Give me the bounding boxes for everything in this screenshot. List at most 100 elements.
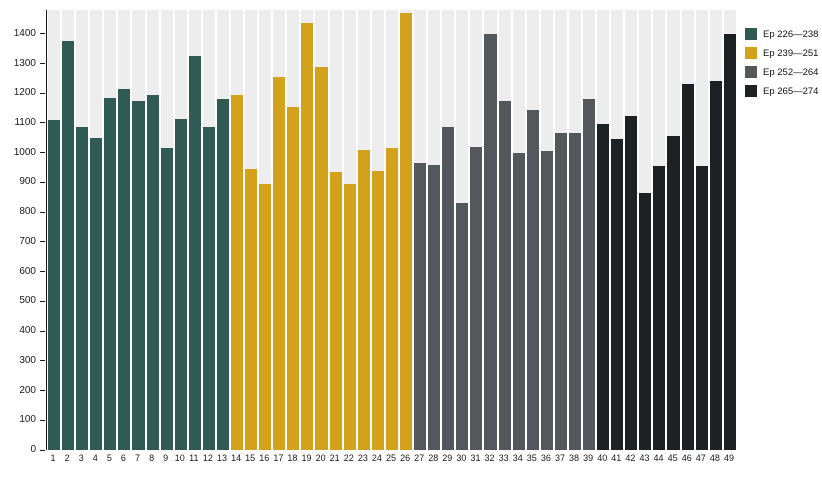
bar-47 (695, 166, 708, 450)
bar-column-2 (62, 10, 75, 450)
bar-33 (498, 100, 511, 450)
bar-column-18 (287, 10, 300, 450)
bar-column-27 (414, 10, 427, 450)
bar-column-35 (526, 10, 539, 450)
bar-column-40 (597, 10, 610, 450)
bar-42 (625, 115, 638, 450)
x-tick-label: 14 (231, 453, 242, 463)
x-tick-label: 45 (667, 453, 678, 463)
bar-4 (90, 137, 103, 450)
y-tick-label: 1300 (13, 57, 36, 69)
bar-column-11 (188, 10, 201, 450)
bar-column-25 (385, 10, 398, 450)
y-tick-mark (40, 449, 45, 451)
bar-column-48 (709, 10, 722, 450)
y-tick-label: 500 (19, 295, 36, 307)
bar-column-7 (132, 10, 145, 450)
bar-3 (76, 127, 89, 450)
x-tick-label: 44 (653, 453, 664, 463)
x-tick-label: 42 (625, 453, 636, 463)
x-tick-label: 16 (259, 453, 270, 463)
bar-column-39 (582, 10, 596, 450)
x-tick-label: 1 (50, 453, 56, 463)
x-tick-label: 38 (569, 453, 580, 463)
y-tick-mark (40, 330, 45, 332)
plot-area (46, 10, 737, 450)
bar-36 (540, 151, 553, 450)
bar-21 (329, 172, 342, 450)
bar-32 (484, 33, 497, 450)
x-tick-label: 9 (163, 453, 169, 463)
x-tick-label: 49 (723, 453, 734, 463)
x-tick-label: 11 (189, 453, 199, 463)
bar-14 (231, 94, 244, 450)
y-tick-mark (40, 63, 45, 64)
bar-19 (301, 23, 314, 450)
bar-26 (399, 12, 413, 450)
bar-column-3 (76, 10, 89, 450)
bar-column-29 (442, 10, 455, 450)
y-tick-mark (40, 152, 45, 154)
x-tick-label: 8 (149, 453, 155, 463)
bar-column-24 (371, 10, 384, 450)
bar-column-31 (470, 10, 483, 450)
y-tick-label: 700 (19, 235, 36, 247)
y-tick-mark (40, 33, 45, 35)
bar-column-15 (245, 10, 258, 450)
bar-16 (259, 183, 272, 450)
bar-8 (146, 94, 159, 450)
bar-35 (526, 109, 539, 450)
bar-column-32 (484, 10, 497, 450)
x-tick-label: 43 (639, 453, 650, 463)
bar-29 (442, 127, 455, 450)
bar-9 (160, 148, 173, 450)
x-tick-label: 35 (526, 453, 537, 463)
y-tick-label: 300 (19, 354, 36, 366)
legend-label: Ep 239—251 (763, 47, 819, 59)
bar-15 (245, 169, 258, 450)
y-tick-mark (40, 300, 45, 302)
y-tick-mark (40, 181, 45, 183)
legend-label: Ep 265—274 (763, 85, 819, 97)
bar-column-42 (625, 10, 638, 450)
x-tick-label: 24 (371, 453, 382, 463)
x-tick-label: 3 (78, 453, 84, 463)
bar-37 (554, 133, 567, 450)
bar-column-6 (118, 10, 131, 450)
x-tick-label: 10 (174, 453, 185, 463)
x-tick-label: 39 (583, 453, 594, 463)
bar-column-37 (554, 10, 567, 450)
bar-25 (385, 148, 398, 450)
bar-column-14 (231, 10, 244, 450)
y-tick-mark (40, 360, 45, 362)
x-tick-label: 47 (695, 453, 706, 463)
x-tick-label: 37 (554, 453, 565, 463)
x-tick-label: 7 (135, 453, 141, 463)
y-tick-mark (40, 390, 45, 392)
x-tick-label: 12 (202, 453, 213, 463)
legend-item: Ep 226—238 (745, 28, 818, 40)
y-tick-mark (40, 122, 45, 124)
x-tick-label: 5 (106, 453, 112, 463)
legend-item: Ep 265—274 (745, 85, 818, 97)
bar-38 (568, 133, 581, 450)
bar-column-17 (273, 10, 286, 450)
bar-34 (512, 152, 525, 450)
legend-swatch-icon (745, 85, 757, 97)
legend-label: Ep 252—264 (763, 66, 819, 78)
y-tick-label: 900 (19, 176, 36, 188)
bar-column-34 (512, 10, 525, 450)
bar-column-16 (259, 10, 272, 450)
bar-column-1 (48, 10, 61, 450)
x-tick-label: 26 (400, 453, 411, 463)
bar-18 (287, 106, 300, 450)
legend-swatch-icon (745, 28, 757, 40)
bar-13 (216, 99, 230, 450)
bar-46 (681, 84, 694, 450)
bar-column-20 (315, 10, 328, 450)
x-tick-label: 41 (611, 453, 622, 463)
x-tick-label: 46 (681, 453, 692, 463)
bar-49 (723, 33, 736, 450)
legend-label: Ep 226—238 (763, 28, 819, 40)
